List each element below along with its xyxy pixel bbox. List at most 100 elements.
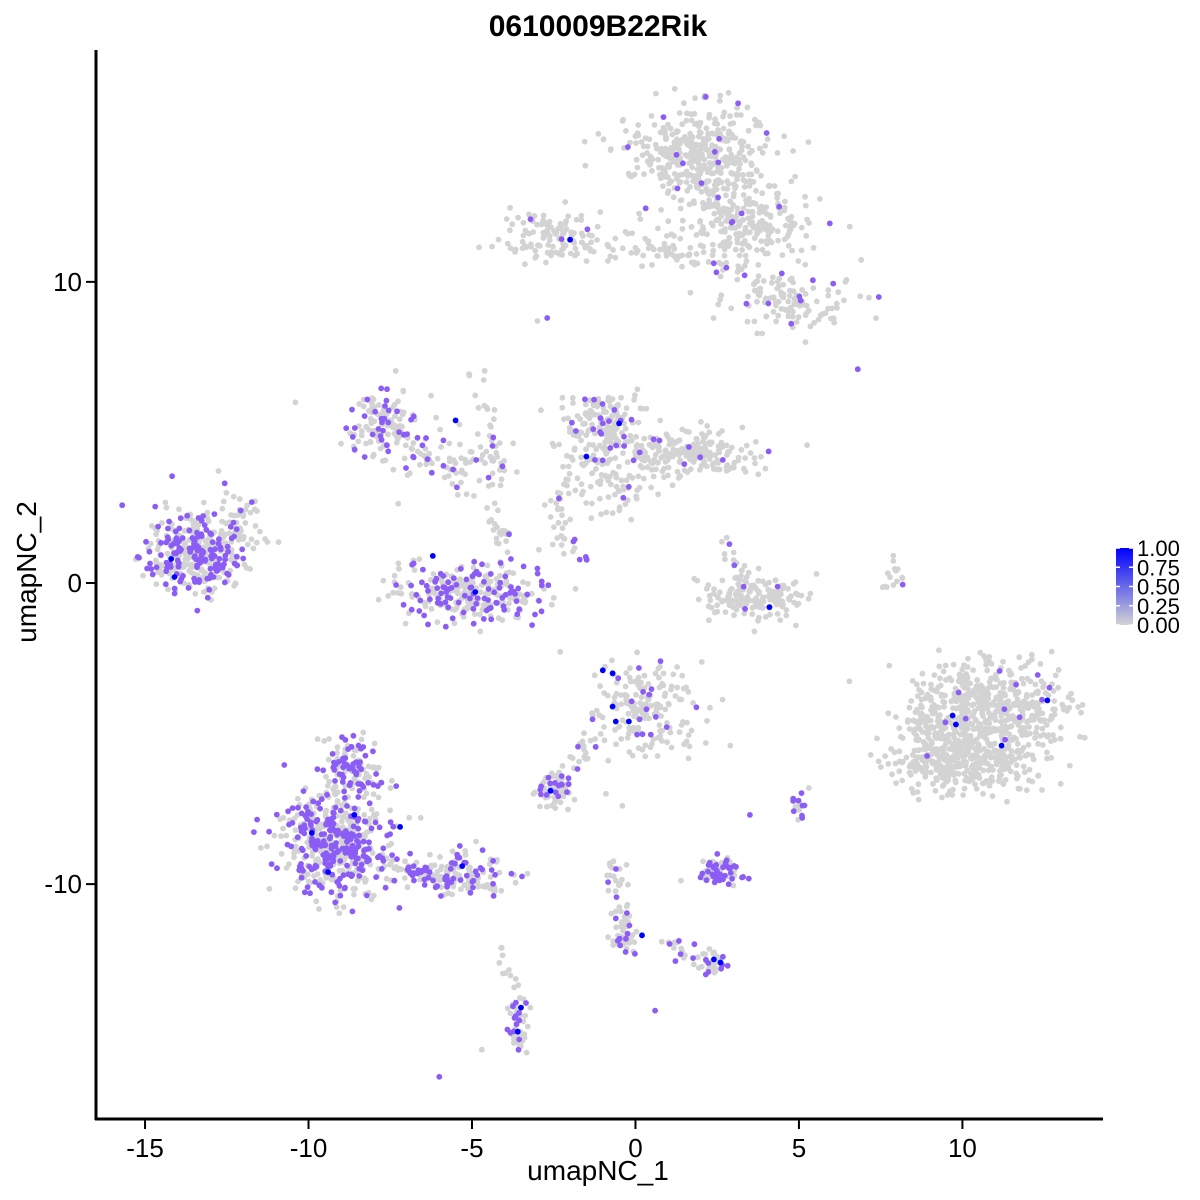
cell-point bbox=[697, 242, 704, 249]
cell-point bbox=[657, 149, 664, 156]
cell-point bbox=[679, 226, 686, 232]
cell-point bbox=[915, 796, 922, 803]
cell-point bbox=[440, 437, 447, 444]
cell-point bbox=[633, 691, 639, 698]
cell-point bbox=[462, 471, 468, 478]
cell-point bbox=[603, 509, 610, 516]
cell-point bbox=[593, 466, 599, 472]
cell-point bbox=[997, 696, 1004, 703]
cell-point bbox=[1051, 698, 1058, 704]
cell-point bbox=[325, 855, 332, 862]
cell-point bbox=[576, 758, 582, 765]
cell-point bbox=[370, 396, 377, 403]
cell-point bbox=[917, 726, 923, 733]
cell-point bbox=[740, 583, 747, 590]
cell-point bbox=[886, 662, 893, 669]
cell-point bbox=[947, 755, 953, 762]
cell-point bbox=[369, 431, 376, 438]
x-tick-label: -15 bbox=[126, 1133, 164, 1163]
cell-point bbox=[623, 670, 630, 676]
cell-point bbox=[922, 746, 929, 752]
cell-point bbox=[385, 448, 392, 455]
cell-point bbox=[857, 293, 864, 300]
cell-point bbox=[660, 183, 666, 190]
cell-point bbox=[710, 247, 717, 254]
cell-point bbox=[546, 218, 553, 225]
cell-point bbox=[979, 710, 985, 716]
cell-point bbox=[417, 814, 424, 821]
cell-point bbox=[588, 239, 594, 246]
cell-point bbox=[397, 824, 403, 830]
cell-point bbox=[1021, 769, 1028, 776]
cell-point bbox=[896, 768, 903, 775]
cell-point bbox=[467, 864, 473, 871]
cell-point bbox=[458, 580, 465, 587]
cell-point bbox=[371, 740, 378, 747]
cell-point bbox=[440, 462, 447, 469]
cell-point bbox=[718, 292, 725, 299]
cell-point bbox=[941, 699, 948, 706]
cell-point bbox=[402, 442, 409, 449]
cell-point bbox=[204, 594, 211, 601]
cell-point bbox=[481, 367, 488, 374]
cell-point bbox=[724, 962, 731, 969]
cell-point bbox=[574, 250, 581, 257]
cell-point bbox=[342, 849, 349, 856]
cell-point bbox=[572, 585, 579, 592]
cell-point bbox=[950, 731, 956, 738]
cell-point bbox=[899, 574, 906, 581]
cell-point bbox=[692, 95, 698, 102]
cell-point bbox=[705, 862, 712, 868]
cell-point bbox=[599, 714, 606, 721]
cell-point bbox=[308, 838, 315, 845]
cell-point bbox=[670, 194, 677, 201]
cell-point bbox=[636, 716, 643, 723]
cell-point bbox=[164, 534, 171, 541]
cell-point bbox=[460, 609, 467, 616]
cell-point bbox=[342, 828, 349, 834]
cell-point bbox=[690, 154, 696, 161]
cell-point bbox=[805, 595, 812, 602]
cell-point bbox=[298, 810, 305, 817]
cell-point bbox=[627, 665, 633, 672]
cell-point bbox=[196, 556, 203, 563]
cell-point bbox=[364, 396, 371, 403]
cell-point bbox=[248, 536, 255, 543]
cell-point bbox=[690, 955, 696, 961]
cell-point bbox=[652, 670, 659, 677]
cell-point bbox=[419, 442, 426, 449]
cell-point bbox=[438, 444, 444, 450]
cell-point bbox=[721, 246, 728, 253]
cell-point bbox=[504, 1026, 511, 1033]
cell-point bbox=[498, 945, 504, 951]
cell-point bbox=[547, 497, 554, 504]
cell-point bbox=[448, 584, 455, 591]
cell-point bbox=[741, 562, 748, 569]
cell-point bbox=[810, 285, 817, 291]
cell-point bbox=[925, 735, 932, 741]
cell-point bbox=[630, 724, 637, 731]
cell-point bbox=[286, 861, 292, 868]
cell-point bbox=[425, 588, 431, 594]
cell-point bbox=[1029, 656, 1035, 663]
cell-point bbox=[726, 146, 733, 153]
cell-point bbox=[558, 773, 565, 779]
cell-point bbox=[934, 752, 941, 758]
cell-point bbox=[508, 595, 514, 601]
cell-point bbox=[363, 440, 369, 447]
cell-point bbox=[536, 597, 542, 604]
cell-point bbox=[682, 952, 688, 959]
cell-point bbox=[993, 761, 1000, 768]
cell-point bbox=[690, 198, 697, 205]
cell-point bbox=[636, 665, 642, 671]
cell-point bbox=[547, 780, 553, 787]
cell-point bbox=[360, 403, 367, 410]
cell-point bbox=[450, 466, 456, 473]
cell-point bbox=[569, 232, 575, 238]
cell-point bbox=[592, 744, 599, 750]
cell-point bbox=[649, 244, 655, 251]
cell-point bbox=[442, 623, 449, 630]
cell-point bbox=[741, 184, 748, 190]
cell-point bbox=[802, 202, 809, 209]
cell-point bbox=[457, 576, 464, 582]
